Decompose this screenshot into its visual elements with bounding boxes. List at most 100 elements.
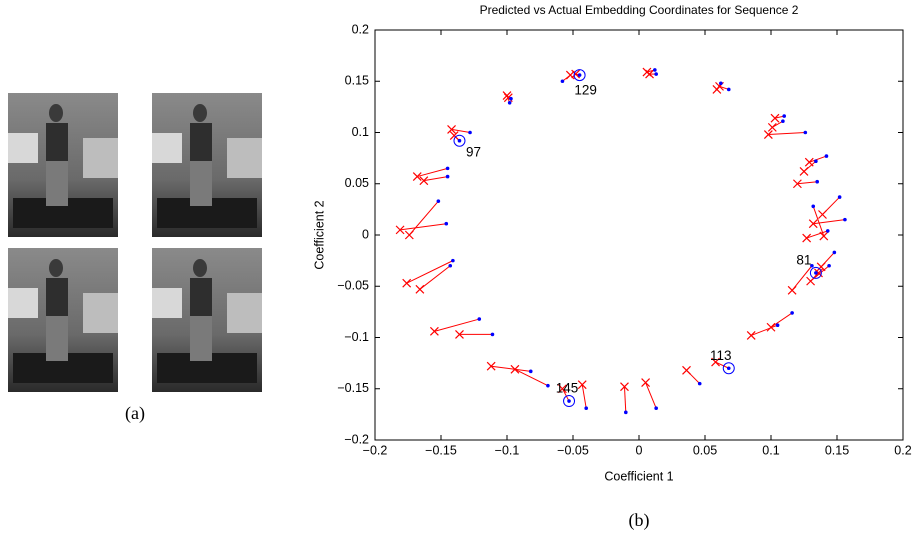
marker-x [792,179,802,189]
marker-x [429,326,439,336]
marker-dot [468,130,472,135]
y-tick-label: 0.1 [352,125,369,139]
pair-line [751,324,778,336]
marker-dot [827,263,831,268]
marker-dot [653,68,657,72]
marker-x [787,285,797,295]
pair-line [423,176,448,182]
x-tick-label: 0.2 [894,443,911,457]
marker-dot [790,311,794,315]
marker-x [455,330,464,339]
marker-x [558,384,567,394]
pair-line [806,230,828,239]
marker-dot [445,166,450,171]
marker-dot [445,174,450,179]
marker-x [402,278,412,288]
marker-dot [781,119,785,124]
marker-x [802,233,812,243]
pair-line [561,388,570,402]
pair-line [581,384,587,409]
marker-dot [810,263,814,268]
pair-line [434,318,480,332]
marker-x [806,276,816,286]
y-axis-label: Coefficient 2 [312,200,326,269]
marker-dot [782,114,786,118]
marker-x [395,225,405,235]
marker-dot [577,73,582,77]
marker-dot [811,204,816,209]
annotation-circle [453,134,466,147]
marker-x [449,131,459,140]
y-tick-label: −0.15 [337,381,369,395]
pair-line [645,382,657,409]
marker-dot [803,130,808,135]
marker-dot [837,195,842,199]
pair-line [408,200,439,236]
marker-dot [490,332,495,337]
pair-line [797,181,818,185]
pair-line [715,361,729,369]
pair-line [400,223,447,231]
marker-dot [832,250,837,255]
x-tick-label: 0.1 [762,443,779,457]
x-axis-label: Coefficient 1 [604,469,673,483]
x-tick-label: −0.2 [363,443,388,457]
marker-dot [814,159,818,163]
annotation-label: 97 [466,144,481,159]
marker-x [486,361,496,371]
marker-x [804,157,814,167]
y-tick-label: −0.1 [344,330,369,344]
pair-line [419,265,451,290]
marker-dot [726,366,731,371]
pair-line [812,206,825,237]
marker-dot [775,323,780,328]
pair-line [770,312,793,328]
annotation-label: 113 [710,348,732,363]
y-tick-label: 0.15 [345,74,369,88]
marker-x [682,365,691,375]
y-tick-label: 0.05 [345,176,369,190]
annotation-circle [573,69,586,82]
annotation-label: 145 [556,381,579,396]
pair-line [768,132,806,136]
marker-dot [546,383,550,388]
marker-dot [528,369,533,374]
pair-line [491,365,531,372]
pair-line [514,368,549,387]
marker-x [645,69,654,79]
marker-x [763,130,773,139]
marker-dot [825,229,830,233]
marker-x [447,125,456,134]
marker-dot [436,199,441,203]
marker-x [767,122,777,132]
pair-line [417,167,448,178]
marker-x [510,364,520,374]
chart-title: Predicted vs Actual Embedding Coordinate… [480,3,799,17]
marker-dot [814,271,818,275]
marker-dot [584,406,588,411]
marker-dot [509,96,513,101]
y-tick-label: 0 [362,227,369,241]
marker-dot [444,221,449,226]
y-tick-label: −0.2 [344,432,369,446]
marker-x [799,167,809,176]
x-tick-label: 0 [636,443,643,457]
x-tick-label: −0.1 [495,443,520,457]
marker-x [711,357,720,367]
caption: (b) [629,510,650,531]
marker-x [770,113,780,123]
pair-line [623,386,627,413]
x-tick-label: −0.05 [557,443,589,457]
marker-dot [560,79,565,84]
marker-dot [451,258,455,263]
marker-x [766,322,776,332]
y-tick-label: 0.2 [352,22,369,36]
marker-x [571,69,581,79]
marker-dot [697,381,702,386]
annotation-label: 129 [574,83,597,98]
marker-x [404,230,414,240]
marker-dot [719,81,723,86]
marker-dot [624,410,628,415]
marker-x [816,262,826,272]
